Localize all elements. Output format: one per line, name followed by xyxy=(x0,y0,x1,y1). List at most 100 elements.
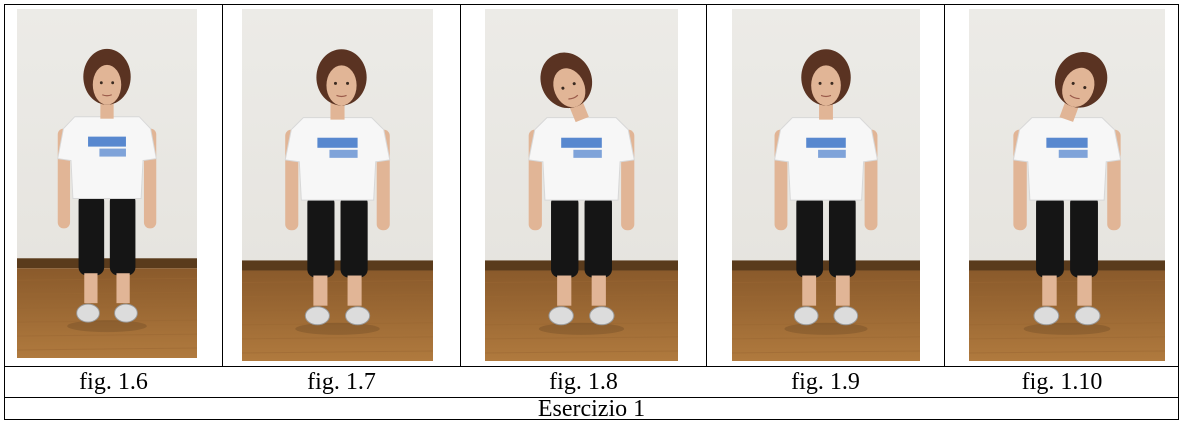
floor-plank xyxy=(242,322,433,326)
shadow xyxy=(1023,322,1111,335)
figure-caption: fig. 1.6 xyxy=(79,369,148,395)
shirt-print xyxy=(561,137,602,148)
floor-plank xyxy=(732,336,920,340)
photo-fig-1-7 xyxy=(242,9,433,361)
photo-fig-1-9 xyxy=(732,9,920,361)
right-leg xyxy=(1070,195,1098,278)
figure-caption: fig. 1.9 xyxy=(791,369,860,395)
left-shoe xyxy=(304,306,330,326)
floor-plank xyxy=(17,305,197,309)
floor-plank xyxy=(17,319,197,323)
bangs xyxy=(1065,58,1101,81)
photo-illustration xyxy=(485,9,678,361)
eye xyxy=(561,86,565,90)
right-calf xyxy=(116,273,130,304)
floor-plank xyxy=(242,336,433,340)
cell-divider xyxy=(222,4,223,366)
left-leg xyxy=(796,195,824,278)
right-calf xyxy=(347,275,362,306)
cell-divider xyxy=(460,4,461,366)
baseboard xyxy=(732,260,920,271)
mouth xyxy=(568,94,579,100)
floor-plank xyxy=(485,294,678,298)
left-calf xyxy=(84,273,98,304)
photo-fig-1-6 xyxy=(17,9,197,358)
wooden-floor xyxy=(17,268,197,358)
white-tshirt xyxy=(773,117,879,201)
mouth xyxy=(1069,94,1080,100)
right-shoe xyxy=(589,306,615,326)
photo-illustration xyxy=(242,9,433,361)
shirt-print xyxy=(573,149,602,158)
left-shoe xyxy=(793,306,819,326)
face xyxy=(1062,67,1095,107)
floor-plank xyxy=(485,336,678,340)
face xyxy=(811,65,841,106)
shadow xyxy=(784,322,868,335)
right-shoe xyxy=(833,306,859,326)
right-calf xyxy=(1077,275,1092,306)
photo-illustration xyxy=(732,9,920,361)
head xyxy=(540,52,593,123)
wooden-floor xyxy=(485,270,678,361)
photo-fig-1-10 xyxy=(969,9,1165,361)
shadow xyxy=(67,320,147,333)
baseboard xyxy=(17,258,197,269)
white-tshirt xyxy=(528,117,635,201)
right-shoe xyxy=(114,303,138,323)
floor-plank xyxy=(485,350,678,354)
floor-plank xyxy=(732,294,920,298)
face xyxy=(553,68,586,108)
head xyxy=(1054,51,1108,122)
right-calf xyxy=(835,275,850,306)
left-leg xyxy=(551,195,579,278)
neck xyxy=(330,101,345,120)
floor-plank xyxy=(969,350,1165,354)
figure-caption: fig. 1.10 xyxy=(1021,369,1103,395)
white-tshirt xyxy=(284,117,391,201)
mouth xyxy=(102,94,112,97)
head xyxy=(83,48,131,119)
photo-fig-1-8 xyxy=(485,9,678,361)
shirt-print xyxy=(329,149,358,158)
floor-plank xyxy=(969,308,1165,312)
floor-plank xyxy=(485,322,678,326)
bangs xyxy=(808,55,844,72)
floor-plank xyxy=(969,336,1165,340)
photo-illustration xyxy=(17,9,197,358)
head xyxy=(316,49,367,120)
left-calf xyxy=(1042,275,1057,306)
floor-plank xyxy=(732,350,920,354)
eye xyxy=(818,81,822,85)
eye xyxy=(1071,81,1075,85)
floor-plank xyxy=(732,322,920,326)
right-leg xyxy=(584,195,612,278)
left-calf xyxy=(313,275,328,306)
exercise-title: Esercizio 1 xyxy=(537,396,646,422)
right-calf xyxy=(591,275,606,306)
floor-plank xyxy=(485,280,678,284)
wooden-floor xyxy=(969,270,1165,361)
mouth xyxy=(336,94,347,98)
floor-plank xyxy=(242,280,433,284)
row-divider xyxy=(4,366,1179,367)
eye xyxy=(346,81,350,85)
baseboard xyxy=(969,260,1165,271)
right-leg xyxy=(340,195,368,278)
floor-plank xyxy=(242,350,433,354)
shadow xyxy=(538,322,625,335)
shirt-print xyxy=(1058,149,1088,158)
bangs xyxy=(323,55,360,72)
floor-plank xyxy=(17,291,197,295)
left-leg xyxy=(78,193,105,276)
neck xyxy=(819,101,833,120)
left-shoe xyxy=(548,306,574,326)
floor-plank xyxy=(969,280,1165,284)
floor-plank xyxy=(732,308,920,312)
shirt-print xyxy=(818,149,846,158)
right-leg xyxy=(109,193,136,276)
shadow xyxy=(295,322,380,335)
neck xyxy=(100,100,114,119)
cell-divider xyxy=(944,4,945,366)
floor-plank xyxy=(17,347,197,351)
